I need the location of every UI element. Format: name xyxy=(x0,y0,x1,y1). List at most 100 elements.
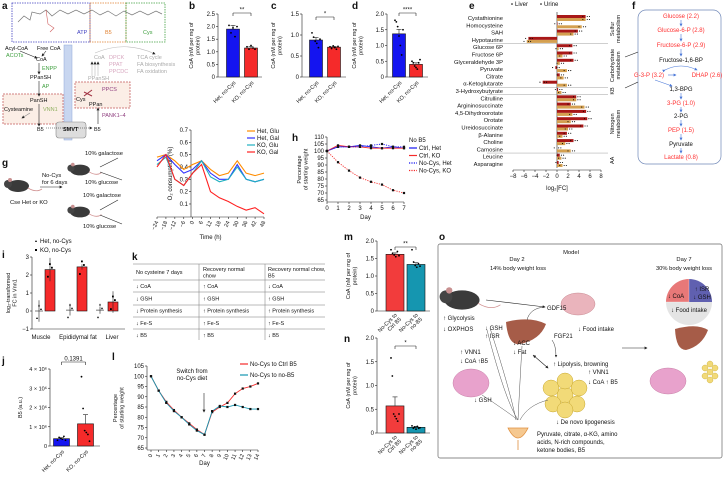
data-point xyxy=(565,164,567,167)
branch-line xyxy=(99,157,119,168)
model-label: ↓ CoA ↑ B5 xyxy=(588,380,618,386)
x-tick-label: 7 xyxy=(201,453,208,458)
y-tick-label: 0 xyxy=(26,309,30,315)
y-tick-label: 0.5 xyxy=(207,62,216,68)
metabolite-label: Leucine xyxy=(483,155,503,161)
chart-e: −8 −6 −4 −2 0 2 4 6 8 log₂[FC] CystathionineHomocy… xyxy=(454,2,622,192)
bar-urine xyxy=(557,98,577,102)
bar-j-1 xyxy=(77,423,94,447)
data-point xyxy=(256,407,260,411)
model-label: 14% body weight loss xyxy=(490,266,546,272)
data-point xyxy=(394,255,397,258)
cys-box xyxy=(125,2,166,43)
series-line-1 xyxy=(326,144,404,152)
data-point xyxy=(358,144,362,147)
data-point xyxy=(574,121,576,123)
data-point xyxy=(556,74,558,76)
liver-icon xyxy=(506,319,546,345)
data-point xyxy=(391,145,395,148)
bar-n-0 xyxy=(385,405,405,434)
table-cell: ↑ Protein synthesis xyxy=(268,309,314,315)
x-tick-label: Epididymal fat xyxy=(59,335,97,341)
data-point xyxy=(413,426,416,429)
metabolite-label: Choline xyxy=(483,140,503,146)
legend-label: KO, Gal xyxy=(257,150,278,156)
y-tick-label: 1.5 xyxy=(291,12,300,18)
pathway-label: Acyl-CoA xyxy=(5,46,28,52)
bar-urine xyxy=(557,149,571,153)
data-point xyxy=(149,375,153,378)
bar-liver xyxy=(557,95,577,99)
legend-label: No-Cys, Het xyxy=(419,161,452,167)
x-tick-label: Muscle xyxy=(31,335,51,341)
x-tick-label: 0 xyxy=(325,206,329,212)
legend-title: No B5 xyxy=(409,138,426,144)
data-point xyxy=(399,44,402,47)
data-point xyxy=(574,30,576,32)
x-tick-label: 2 xyxy=(347,206,351,212)
mouse-icon xyxy=(444,290,480,310)
bar-liver xyxy=(557,22,558,26)
data-point xyxy=(577,99,579,101)
data-point xyxy=(394,415,396,418)
y-axis-label: protein) xyxy=(359,36,365,55)
data-point xyxy=(336,144,340,147)
table-header: Recovery normal chow, xyxy=(268,267,326,273)
mouse-lower xyxy=(67,204,102,218)
model-label: ↑ Lipolysis, browning xyxy=(553,362,608,368)
data-point xyxy=(369,144,373,147)
data-point xyxy=(525,37,527,39)
data-point xyxy=(411,424,413,427)
data-point xyxy=(588,15,590,18)
y-axis-label: Percentage xyxy=(297,155,303,183)
bar-liver xyxy=(555,66,557,70)
data-point xyxy=(87,433,89,436)
y-axis-label: protein) xyxy=(278,36,284,55)
excretion-path xyxy=(486,329,519,421)
x-tick-label: 10 xyxy=(223,453,231,461)
data-point xyxy=(568,70,570,72)
x-tick-label: 6 xyxy=(193,453,200,458)
bar-urine xyxy=(557,112,573,116)
pathway-label: CoA xyxy=(94,55,105,61)
series-line-0 xyxy=(156,154,265,177)
y-tick-label: 1.5 xyxy=(366,360,375,366)
data-point xyxy=(63,435,65,438)
x-tick-label: 8 xyxy=(209,453,216,458)
b5-box xyxy=(89,2,127,43)
data-point xyxy=(568,143,570,145)
data-point xyxy=(416,68,419,71)
pathway-label: AP xyxy=(42,84,50,90)
data-point xyxy=(394,19,396,22)
bar-liver xyxy=(557,153,560,157)
bar-urine xyxy=(557,105,585,109)
liver-icon-day7 xyxy=(675,326,708,350)
model-label: ↓ GSH xyxy=(693,295,711,301)
y-tick-label: 0.5 xyxy=(366,407,375,413)
y-tick-label: 70 xyxy=(317,191,324,197)
bar-liver xyxy=(557,117,588,121)
data-point xyxy=(564,91,566,94)
data-point xyxy=(563,164,565,167)
x-tick-label: 6 xyxy=(198,220,205,225)
data-point xyxy=(315,42,318,45)
bar-liver xyxy=(557,29,578,33)
data-point xyxy=(565,135,567,137)
group-label: metabolism xyxy=(616,109,622,138)
data-point xyxy=(575,113,577,115)
data-point xyxy=(558,23,560,25)
panel-label-b: b xyxy=(189,1,195,12)
data-point xyxy=(568,84,570,86)
metabolite-label: Carnosine xyxy=(477,147,503,153)
data-point xyxy=(413,65,416,67)
x-tick-label: 18 xyxy=(215,220,223,228)
diet-label: 10% glucose xyxy=(83,224,116,230)
data-point xyxy=(570,84,572,86)
data-point xyxy=(581,30,583,32)
pie-divider xyxy=(666,279,690,303)
data-point xyxy=(99,303,101,306)
data-point xyxy=(585,26,587,28)
x-tick-label: 8 xyxy=(599,174,603,180)
data-point xyxy=(337,45,339,48)
